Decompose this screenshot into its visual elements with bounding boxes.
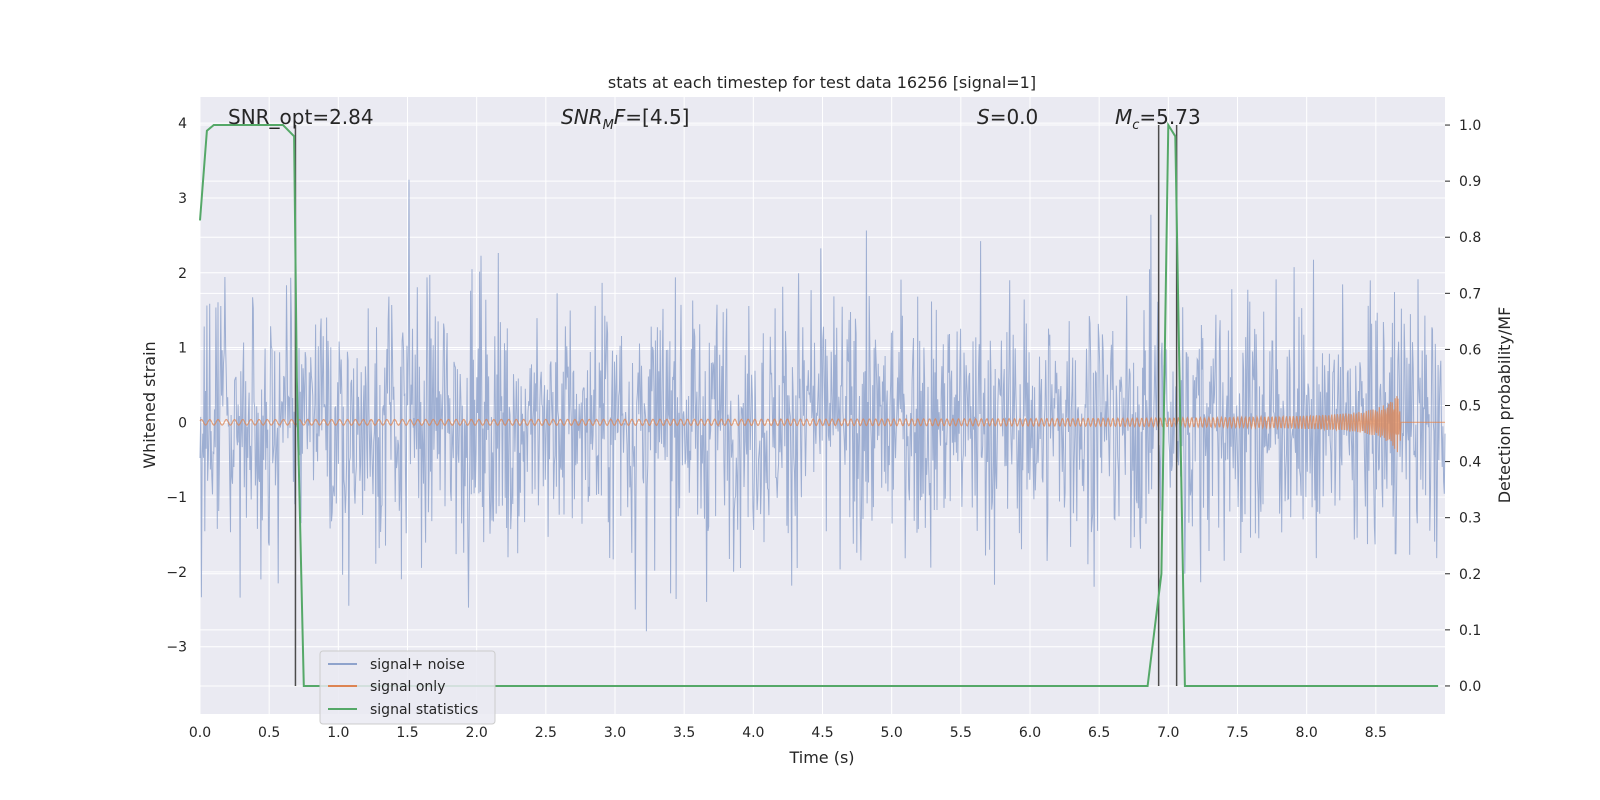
annotation-mc: Mc=5.73	[1115, 105, 1201, 133]
x-tick-label: 3.0	[604, 725, 626, 741]
y-axis-label-right: Detection probability/MF	[1495, 307, 1514, 504]
y-right-tick-label: 0.3	[1459, 511, 1481, 527]
x-tick-label: 5.5	[950, 725, 972, 741]
y-right-tick-label: 0.0	[1459, 679, 1481, 695]
x-tick-label: 7.0	[1157, 725, 1179, 741]
x-tick-label: 2.0	[466, 725, 488, 741]
y-left-tick-label: 0	[178, 415, 187, 431]
annotation-snr-mf-tail: =[4.5]	[625, 105, 689, 129]
x-tick-label: 1.0	[327, 725, 349, 741]
x-axis-label: Time (s)	[788, 748, 854, 767]
legend-label-signal-statistics: signal statistics	[370, 702, 478, 718]
x-tick-label: 1.5	[396, 725, 418, 741]
annotation-snr-opt: SNR_opt=2.84	[228, 105, 374, 129]
annotation-s-tail: =0.0	[990, 105, 1039, 129]
x-tick-label: 6.0	[1019, 725, 1041, 741]
signal-only-line	[199, 396, 1445, 453]
y-right-tick-label: 0.8	[1459, 230, 1481, 246]
y-right-tick-label: 0.6	[1459, 342, 1481, 358]
y-left-tick-label: 4	[178, 116, 187, 132]
annotation-mc-sub: c	[1132, 118, 1139, 133]
series-signal-only	[199, 396, 1445, 453]
y-left-tick-label: −3	[166, 640, 187, 656]
x-tick-label: 0.5	[258, 725, 280, 741]
annotation-mc-main: M	[1115, 105, 1132, 129]
x-tick-label: 8.0	[1296, 725, 1318, 741]
x-tick-label: 5.0	[881, 725, 903, 741]
y-left-tick-label: 2	[178, 266, 187, 282]
y-right-tick-label: 0.1	[1459, 623, 1481, 639]
y-axis-label-left: Whitened strain	[140, 341, 159, 468]
y-left-tick-label: 3	[178, 191, 187, 207]
x-tick-label: 3.5	[673, 725, 695, 741]
signal-statistics-line	[199, 121, 1439, 687]
ticks: 0.0 0.5 1.0 1.5 2.0 2.5 3.0 3.5 4.0 4.5 5.0 5.5 6.0 6…	[166, 116, 1481, 741]
x-tick-label: 0.0	[189, 725, 211, 741]
x-tick-label: 8.5	[1365, 725, 1387, 741]
y-right-tick-label: 0.9	[1459, 174, 1481, 190]
annotation-s: S=0.0	[977, 105, 1038, 129]
annotation-snr-mf: SNRMF=[4.5]	[561, 105, 689, 133]
annotation-snr-mf-tail-italic: F	[614, 105, 626, 129]
y-right-tick-label: 0.5	[1459, 399, 1481, 415]
annotation-s-main: S	[977, 105, 990, 129]
annotation-mc-tail: =5.73	[1139, 105, 1200, 129]
y-left-tick-label: −2	[166, 565, 187, 581]
x-tick-label: 4.5	[811, 725, 833, 741]
legend-label-signal-noise: signal+ noise	[370, 657, 465, 673]
legend: signal+ noise signal only signal statist…	[319, 650, 496, 725]
annotation-snr-mf-main: SNR	[561, 105, 603, 129]
y-right-tick-label: 0.2	[1459, 567, 1481, 583]
y-right-tick-label: 1.0	[1459, 118, 1481, 134]
signal-noise-line	[199, 179, 1446, 632]
chart-title: stats at each timestep for test data 162…	[608, 73, 1036, 92]
legend-label-signal-only: signal only	[370, 679, 445, 695]
x-tick-label: 6.5	[1088, 725, 1110, 741]
series-signal-statistics	[199, 121, 1439, 687]
annotation-snr-mf-sub: M	[603, 118, 614, 133]
y-right-tick-label: 0.7	[1459, 286, 1481, 302]
x-tick-label: 7.5	[1226, 725, 1248, 741]
y-left-tick-label: −1	[166, 490, 187, 506]
y-right-tick-label: 0.4	[1459, 455, 1481, 471]
x-tick-label: 2.5	[535, 725, 557, 741]
legend-box	[319, 650, 496, 725]
x-tick-label: 4.0	[742, 725, 764, 741]
series-signal-noise	[199, 179, 1446, 632]
y-left-tick-label: 1	[178, 341, 187, 357]
